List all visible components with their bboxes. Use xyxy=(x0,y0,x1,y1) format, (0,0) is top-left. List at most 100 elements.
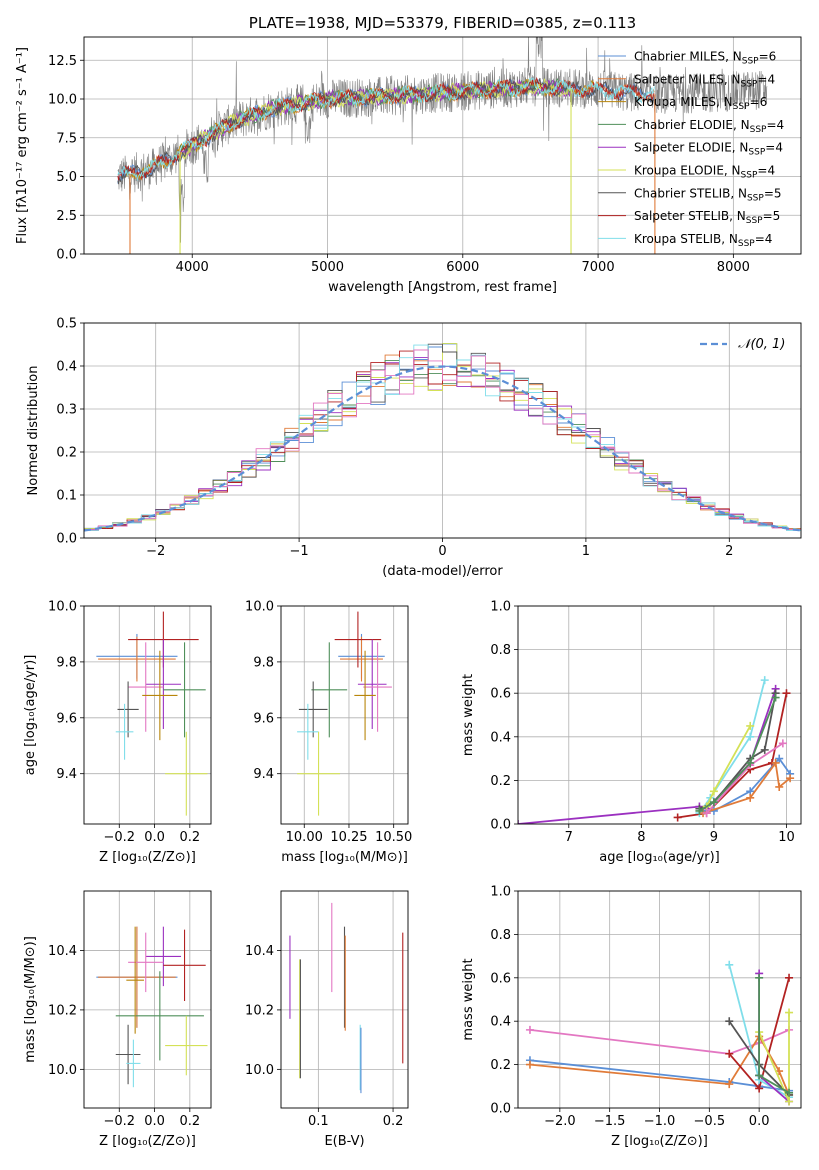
legend-label-eq: = xyxy=(757,72,767,86)
plot-area xyxy=(96,611,208,816)
data-point-marker xyxy=(525,1025,534,1034)
y-tick-label: 0.1 xyxy=(56,489,77,504)
x-tick-label: 10.50 xyxy=(375,830,412,845)
data-point-marker xyxy=(771,693,780,702)
plot-area xyxy=(96,926,208,1088)
model-spectrum-salpeter-stelib xyxy=(117,76,655,181)
axes-frame xyxy=(517,890,802,1109)
y-axis-label: Flux [fλ10⁻¹⁷ erg cm⁻² s⁻¹ A⁻¹] xyxy=(15,47,30,244)
data-point-marker xyxy=(775,782,784,791)
y-tick-label: 0.4 xyxy=(490,1015,511,1030)
x-tick-label: 0.2 xyxy=(383,1114,404,1129)
y-tick-label: 0.0 xyxy=(490,1102,511,1117)
y-axis-label: Normed distribution xyxy=(26,366,41,496)
legend-label-sub: SSP xyxy=(748,148,765,158)
chart-title: PLATE=1938, MJD=53379, FIBERID=0385, z=0… xyxy=(249,14,636,32)
y-tick-label: 5.0 xyxy=(56,170,77,185)
x-tick-label: −0.5 xyxy=(694,1114,726,1129)
plot-area xyxy=(289,902,404,1094)
x-tick-label: 0 xyxy=(438,544,446,559)
y-tick-label: 0.4 xyxy=(490,730,511,745)
series-line-chabrier-elodie xyxy=(698,697,777,812)
y-tick-label: 0.3 xyxy=(56,403,77,418)
x-axis-label: Z [log₁₀(Z/Z⊙)] xyxy=(611,1134,708,1149)
legend-label-eq: = xyxy=(763,209,773,223)
y-axis-label: mass weight xyxy=(461,958,476,1040)
x-axis-label: E(B-V) xyxy=(324,1134,364,1149)
x-tick-label: −1.5 xyxy=(594,1114,626,1129)
data-point-marker xyxy=(755,1084,764,1093)
axes-frame xyxy=(83,890,212,1109)
data-point-marker xyxy=(709,798,718,807)
y-tick-label: 0.0 xyxy=(56,532,77,547)
legend-label-sub: SSP xyxy=(741,79,758,89)
y-tick-label: 0.6 xyxy=(490,971,511,986)
axes-frame xyxy=(83,605,212,825)
x-tick-label: 0.0 xyxy=(144,1114,165,1129)
legend-label-prefix: Salpeter ELODIE, N xyxy=(634,141,748,155)
data-point-marker xyxy=(725,960,734,969)
y-axis-label: mass weight xyxy=(461,674,476,756)
y-tick-label: 0.5 xyxy=(56,317,77,332)
legend-label-sub: SSP xyxy=(741,171,758,181)
x-tick-label: 7 xyxy=(565,830,573,845)
legend-label-eq: = xyxy=(765,141,775,155)
legend-label: Chabrier MILES, NSSP=6 xyxy=(634,50,776,67)
x-tick-label: −0.2 xyxy=(103,1114,135,1129)
legend-label-prefix: Chabrier STELIB, N xyxy=(634,186,747,200)
legend-label-n: 4 xyxy=(767,72,775,86)
y-tick-label: 9.4 xyxy=(253,767,274,782)
plot-area xyxy=(84,342,801,532)
legend-label-n: 4 xyxy=(777,118,785,132)
x-tick-label: 4000 xyxy=(176,260,209,275)
y-tick-label: 9.8 xyxy=(253,655,274,670)
data-point-marker xyxy=(695,806,704,815)
legend-label-prefix: Salpeter STELIB, N xyxy=(634,209,746,223)
legend-label-prefix: Chabrier ELODIE, N xyxy=(634,118,750,132)
data-point-marker xyxy=(755,973,764,982)
x-tick-label: 0.0 xyxy=(144,830,165,845)
x-tick-label: 5000 xyxy=(311,260,344,275)
legend-label-n: 4 xyxy=(775,141,783,155)
y-tick-label: 7.5 xyxy=(56,131,77,146)
data-point-marker xyxy=(785,1088,794,1097)
data-point-marker xyxy=(725,1049,734,1058)
x-axis-label: mass [log₁₀(M/M⊙)] xyxy=(281,850,408,865)
legend-label-sub: SSP xyxy=(746,216,763,226)
data-point-marker xyxy=(746,793,755,802)
y-tick-label: 0.0 xyxy=(490,818,511,833)
x-tick-label: 6000 xyxy=(446,260,479,275)
x-tick-label: −2.0 xyxy=(544,1114,576,1129)
data-point-marker xyxy=(755,1071,764,1080)
legend-label-n: 6 xyxy=(760,95,768,109)
plot-area xyxy=(117,37,768,254)
model-spectrum-chabrier-stelib xyxy=(117,77,655,185)
legend-label-n: 5 xyxy=(774,186,782,200)
y-tick-label: 10.0 xyxy=(245,1063,274,1078)
data-point-marker xyxy=(778,739,787,748)
x-tick-label: 8000 xyxy=(717,260,750,275)
y-tick-label: 10.0 xyxy=(48,600,77,615)
legend-label: Salpeter STELIB, NSSP=5 xyxy=(634,209,780,226)
data-point-marker xyxy=(782,689,791,698)
data-point-marker xyxy=(771,758,780,767)
y-tick-label: 1.0 xyxy=(490,885,511,900)
y-tick-label: 0.2 xyxy=(490,1058,511,1073)
y-tick-label: 10.4 xyxy=(245,944,274,959)
data-point-marker xyxy=(785,1097,794,1106)
y-tick-label: 1.0 xyxy=(490,600,511,615)
histogram-pink xyxy=(84,349,801,531)
axes-frame xyxy=(83,36,802,255)
legend-label-eq: = xyxy=(764,186,774,200)
legend-label: 𝒩(0, 1) xyxy=(738,337,785,352)
x-tick-label: 2 xyxy=(725,544,733,559)
x-tick-label: 0.1 xyxy=(308,1114,329,1129)
legend-label-n: 6 xyxy=(769,50,777,64)
legend-label-sub: SSP xyxy=(742,57,759,67)
legend-label: Salpeter ELODIE, NSSP=4 xyxy=(634,141,783,158)
legend-label-eq: = xyxy=(766,118,776,132)
legend-label-n: 5 xyxy=(773,209,781,223)
y-tick-label: 12.5 xyxy=(48,54,77,69)
x-tick-label: 10.25 xyxy=(330,830,367,845)
